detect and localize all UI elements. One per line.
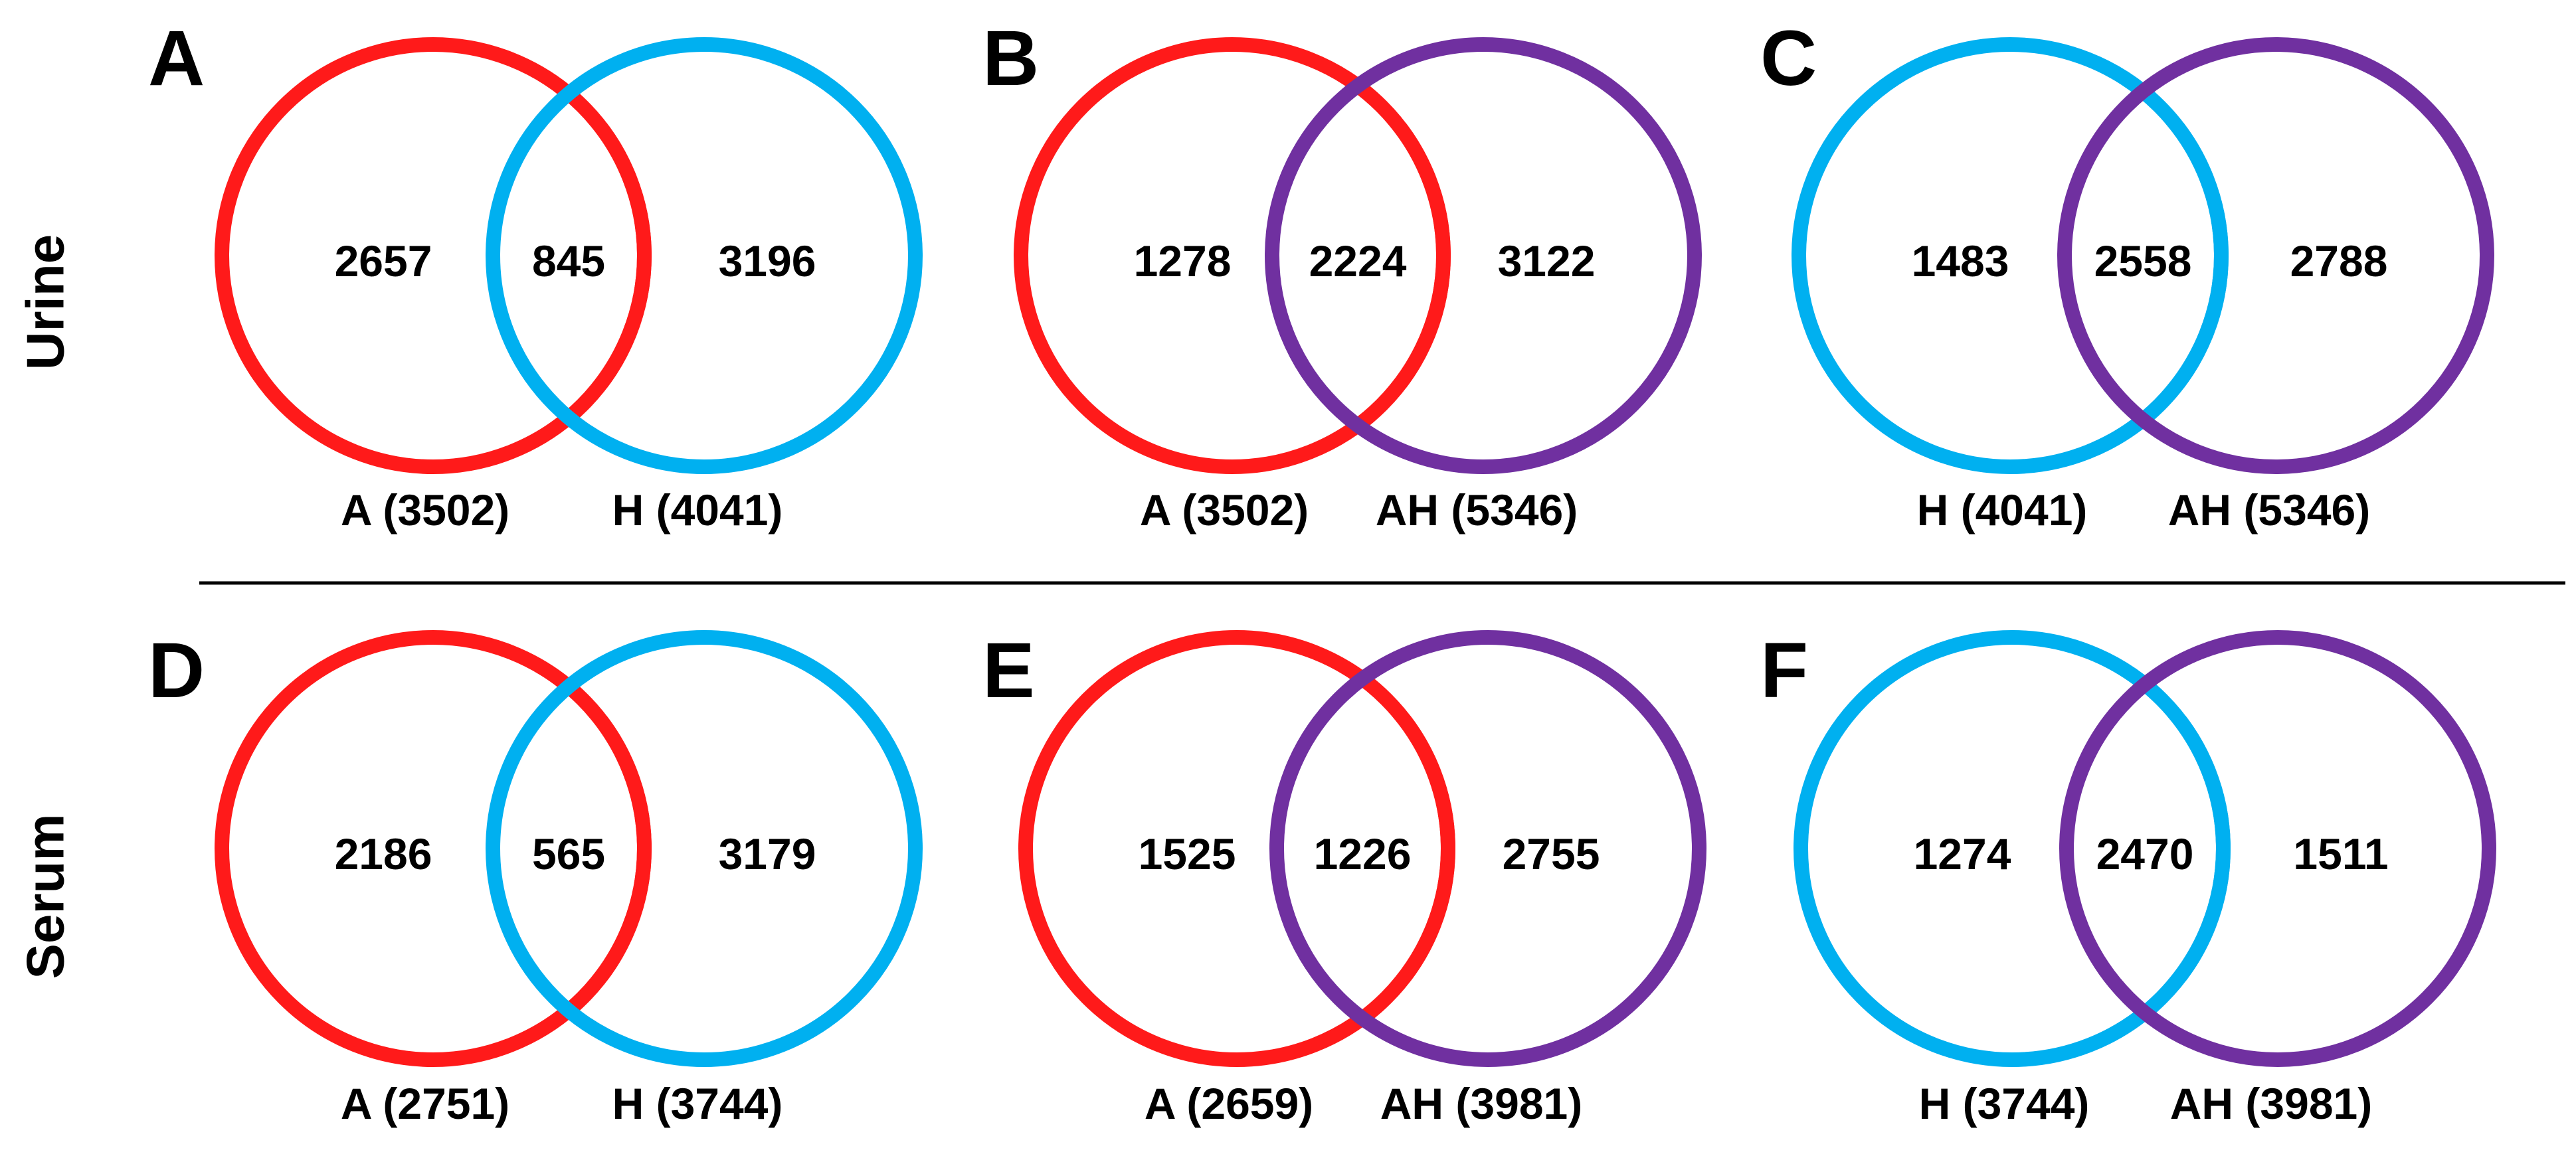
venn-panel-f: F 1274 2470 1511 H (3744) AH (3981) (1760, 627, 2496, 1128)
set-circle-left-overlay (1386, 123, 1451, 388)
set-circle-left-overlay (587, 716, 652, 981)
count-left-only: 1278 (1134, 236, 1232, 286)
panel-letter: C (1760, 15, 1817, 102)
count-overlap: 565 (532, 829, 605, 878)
set-label-left: H (3744) (1919, 1079, 2090, 1128)
set-label-right: H (3744) (612, 1079, 783, 1128)
count-overlap: 1226 (1314, 829, 1412, 878)
set-label-right: H (4041) (612, 485, 783, 535)
set-circle-right (1265, 37, 1702, 474)
set-label-left: A (2751) (341, 1079, 509, 1128)
set-circle-left-overlay (587, 123, 652, 388)
set-circle-right (1269, 630, 1706, 1067)
set-label-right: AH (3981) (1380, 1079, 1582, 1128)
count-left-only: 1483 (1912, 236, 2009, 286)
row-label-urine: Urine (16, 234, 75, 370)
count-overlap: 2224 (1309, 236, 1407, 286)
set-label-right: AH (5346) (2168, 485, 2370, 535)
count-right-only: 2788 (2290, 236, 2388, 286)
panel-letter: F (1760, 627, 1808, 714)
count-right-only: 3179 (719, 829, 816, 878)
panel-letter: B (982, 15, 1039, 102)
count-right-only: 3196 (719, 236, 816, 286)
venn-panel-b: B 1278 2224 3122 A (3502) AH (5346) (982, 15, 1702, 535)
panel-letter: E (982, 627, 1035, 714)
venn-panel-a: A 2657 845 3196 A (3502) H (4041) (148, 15, 923, 535)
venn-panel-e: E 1525 1226 2755 A (2659) AH (3981) (982, 627, 1706, 1128)
count-right-only: 2755 (1503, 829, 1600, 878)
count-left-only: 1274 (1914, 829, 2011, 878)
set-label-left: A (2659) (1145, 1079, 1313, 1128)
count-left-only: 2186 (335, 829, 432, 878)
set-circle-right (486, 37, 923, 474)
count-overlap: 2558 (2094, 236, 2192, 286)
set-label-left: H (4041) (1917, 485, 2088, 535)
row-label-serum: Serum (16, 814, 75, 979)
venn-panel-c: C 1483 2558 2788 H (4041) AH (5346) (1760, 15, 2494, 535)
panel-letter: A (148, 15, 205, 102)
count-right-only: 1511 (2293, 829, 2388, 878)
count-overlap: 845 (532, 236, 605, 286)
set-label-right: AH (3981) (2170, 1079, 2372, 1128)
count-left-only: 2657 (335, 236, 432, 286)
set-circle-right (2057, 37, 2494, 474)
set-circle-left-overlay (2164, 123, 2229, 388)
set-label-right: AH (5346) (1376, 485, 1578, 535)
set-label-left: A (3502) (1140, 485, 1309, 535)
set-circle-right (2059, 630, 2496, 1067)
set-label-left: A (3502) (341, 485, 509, 535)
venn-panels: A 2657 845 3196 A (3502) H (4041) B 1278 2224 312… (148, 15, 2496, 1128)
count-right-only: 3122 (1498, 236, 1596, 286)
set-circle-left-overlay (2166, 716, 2231, 981)
panel-letter: D (148, 627, 205, 714)
count-left-only: 1525 (1139, 829, 1236, 878)
count-overlap: 2470 (2096, 829, 2194, 878)
venn-panel-d: D 2186 565 3179 A (2751) H (3744) (148, 627, 923, 1128)
set-circle-left-overlay (1391, 716, 1455, 981)
set-circle-right (486, 630, 923, 1067)
